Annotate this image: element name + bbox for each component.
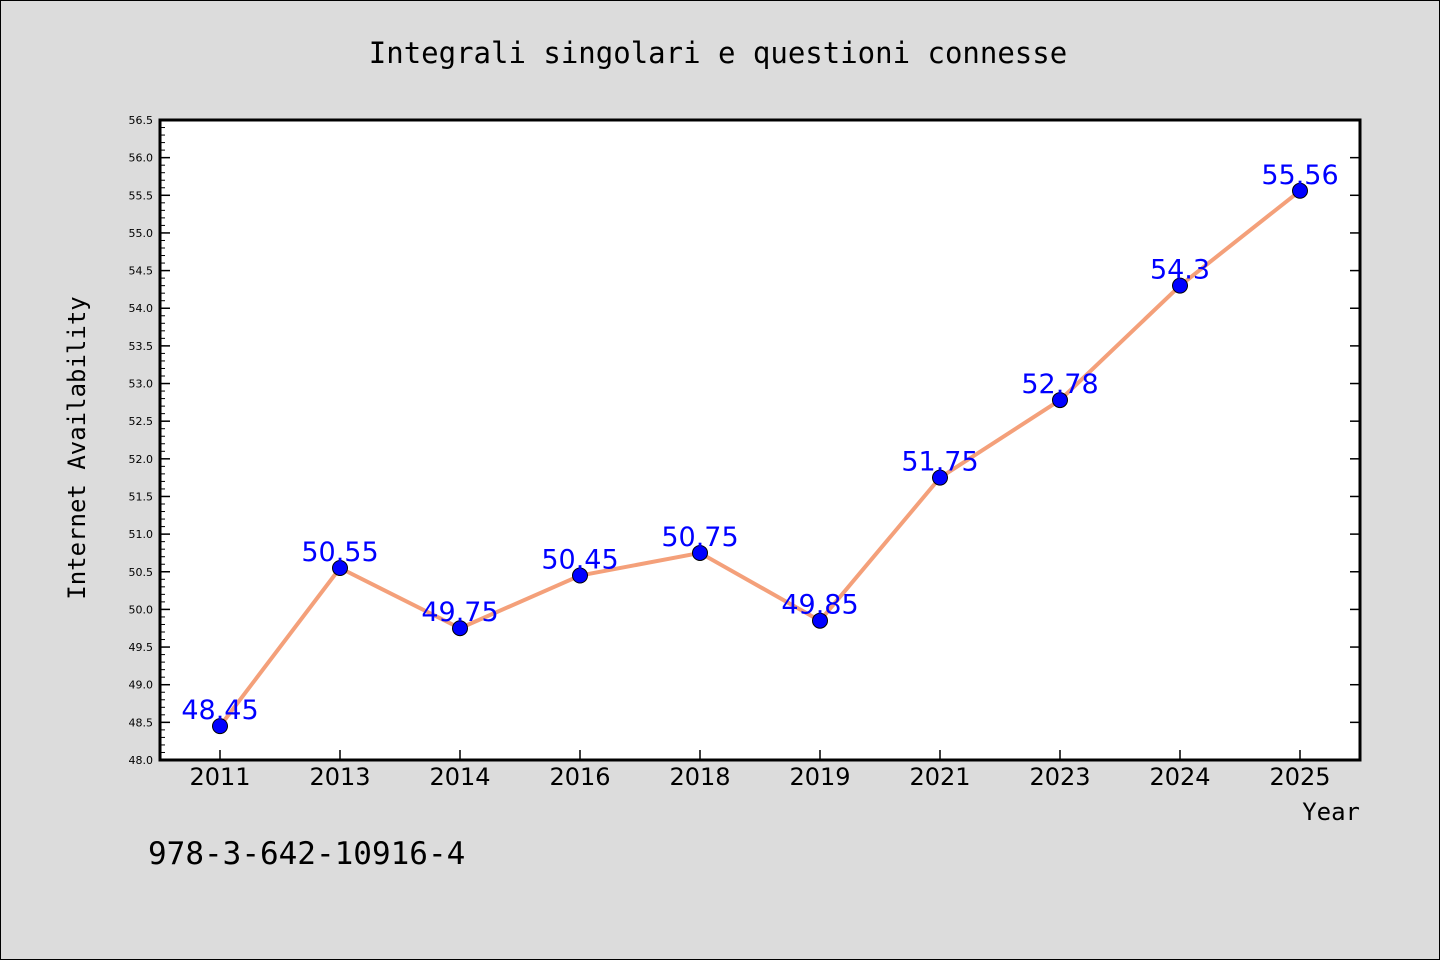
x-tick-label: 2023 xyxy=(1029,763,1090,791)
data-point xyxy=(932,469,948,486)
data-point xyxy=(692,544,708,561)
x-tick-label: 2018 xyxy=(669,763,730,791)
x-axis: 2011 2013 2014 2016 2018 2019 2021 2023 2024 2025 xyxy=(189,750,1331,791)
series-group: 48.45 50.55 49.75 50.45 50.75 49.85 51.75 52.78… xyxy=(181,160,1339,735)
y-tick-label: 49.0 xyxy=(129,679,154,692)
data-point xyxy=(1172,277,1188,294)
plot-area xyxy=(158,118,1362,762)
y-tick-label: 56.5 xyxy=(129,114,154,127)
series-line xyxy=(218,189,1302,728)
data-label: 49.75 xyxy=(421,597,498,628)
x-tick-label: 2011 xyxy=(189,763,250,791)
data-point xyxy=(1292,182,1308,199)
x-tick-label: 2016 xyxy=(549,763,610,791)
x-tick-label: 2021 xyxy=(909,763,970,791)
y-tick-label: 55.0 xyxy=(129,227,154,240)
data-point xyxy=(212,718,228,735)
data-label: 49.85 xyxy=(781,590,858,621)
y-tick-label: 52.5 xyxy=(129,415,154,428)
data-point xyxy=(1052,392,1068,409)
data-point xyxy=(572,567,588,584)
y-tick-label: 52.0 xyxy=(129,453,154,466)
footer-isbn: 978-3-642-10916-4 xyxy=(148,836,465,872)
x-axis-label: Year xyxy=(1302,798,1360,826)
data-label: 50.75 xyxy=(661,522,738,553)
y-axis-label: Internet Availability xyxy=(63,296,91,599)
data-point xyxy=(332,560,348,576)
y-tick-label: 50.0 xyxy=(129,603,154,616)
chart-title: Integrali singolari e questioni connesse xyxy=(369,36,1067,70)
y-tick-label: 54.0 xyxy=(129,302,154,315)
y-tick-label: 51.5 xyxy=(129,490,154,503)
y-tick-label: 53.0 xyxy=(129,378,154,391)
y-tick-label: 56.0 xyxy=(129,152,154,165)
x-tick-label: 2013 xyxy=(309,763,370,791)
data-label: 50.45 xyxy=(541,545,618,576)
data-point xyxy=(812,612,828,629)
x-tick-label: 2019 xyxy=(789,763,850,791)
x-tick-label: 2025 xyxy=(1269,763,1330,791)
data-label: 50.55 xyxy=(301,537,378,568)
y-tick-label: 48.0 xyxy=(129,754,154,767)
y-tick-label: 49.5 xyxy=(129,641,154,654)
y-axis: 48.0 48.5 49.0 49.5 50.0 50.5 51.0 51.5 52.0 52.5… xyxy=(129,114,1360,767)
y-tick-label: 53.5 xyxy=(129,340,154,353)
data-label: 51.75 xyxy=(901,447,978,478)
data-label: 54.3 xyxy=(1150,255,1210,286)
y-tick-label: 55.5 xyxy=(129,189,154,202)
x-tick-label: 2024 xyxy=(1149,763,1210,791)
x-tick-label: 2014 xyxy=(429,763,490,791)
data-label: 55.56 xyxy=(1261,160,1338,191)
y-tick-label: 48.5 xyxy=(129,716,154,729)
data-label: 52.78 xyxy=(1021,369,1098,400)
y-tick-label: 51.0 xyxy=(129,528,154,541)
data-point xyxy=(452,620,468,637)
y-tick-label: 54.5 xyxy=(129,265,154,278)
data-label: 48.45 xyxy=(181,695,258,726)
y-tick-label: 50.5 xyxy=(129,566,154,579)
